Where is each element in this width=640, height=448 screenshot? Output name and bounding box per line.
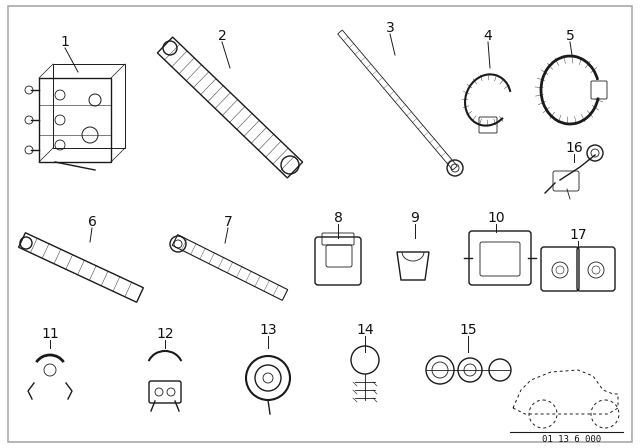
Text: 9: 9	[411, 211, 419, 225]
Text: 2: 2	[218, 29, 227, 43]
Text: 12: 12	[156, 327, 174, 341]
Text: 3: 3	[386, 21, 394, 35]
Text: 7: 7	[223, 215, 232, 229]
Text: 15: 15	[459, 323, 477, 337]
Text: 5: 5	[566, 29, 574, 43]
Text: 6: 6	[88, 215, 97, 229]
Text: 10: 10	[487, 211, 505, 225]
Text: 14: 14	[356, 323, 374, 337]
Text: 8: 8	[333, 211, 342, 225]
Text: 4: 4	[484, 29, 492, 43]
Text: 01 13 6 000: 01 13 6 000	[543, 435, 602, 444]
Text: 13: 13	[259, 323, 277, 337]
Text: 11: 11	[41, 327, 59, 341]
Text: 17: 17	[569, 228, 587, 242]
Text: 16: 16	[565, 141, 583, 155]
Text: 1: 1	[61, 35, 69, 49]
